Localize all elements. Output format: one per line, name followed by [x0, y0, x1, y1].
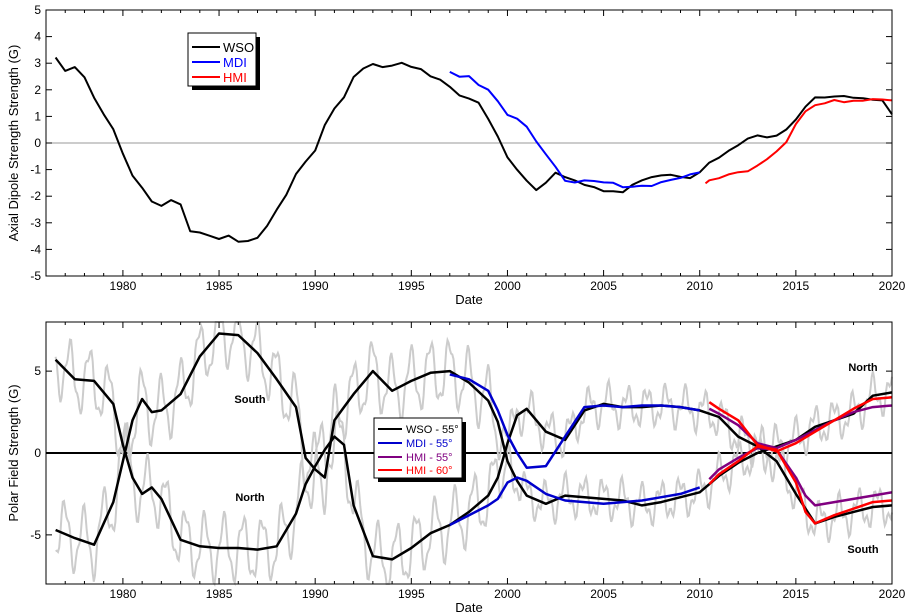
- y-tick-label: 0: [34, 136, 41, 150]
- raw-data-trace: [54, 338, 893, 587]
- y-tick-label: -1: [30, 163, 41, 177]
- y-tick-label: 5: [34, 3, 41, 17]
- x-tick-label: 1990: [302, 279, 329, 293]
- polar-field-x-axis-label: Date: [455, 600, 482, 613]
- polar-field-series-line: [449, 373, 700, 469]
- polar-field-panel: 1980 1985 1990 1995 2000 2005 2010 2015 2020 5 0 -5…: [6, 321, 906, 613]
- x-tick-label: 2015: [783, 587, 810, 601]
- x-tick-label: 1995: [398, 587, 425, 601]
- axial-dipole-panel: 1980 1985 1990 1995 2000 2005 2010 2015 2020 5 4 3 2…: [6, 3, 906, 307]
- polar-field-ticks: 1980 1985 1990 1995 2000 2005 2010 2015 2020 5 0 -5: [30, 322, 906, 601]
- x-tick-label: 2005: [590, 587, 617, 601]
- polar-field-legend: WSO - 55° MDI - 55° HMI - 55° HMI - 60°: [373, 417, 466, 482]
- y-tick-label: -2: [30, 189, 41, 203]
- axial-dipole-ticks: 1980 1985 1990 1995 2000 2005 2010 2015 2020 5 4 3 2…: [30, 3, 905, 293]
- polar-field-series-line: [708, 396, 893, 453]
- y-tick-label: -5: [30, 269, 41, 283]
- x-tick-label: 2020: [879, 587, 906, 601]
- x-tick-label: 2000: [494, 279, 521, 293]
- x-tick-label: 1980: [110, 279, 137, 293]
- legend-label-hmi: HMI: [223, 70, 247, 85]
- x-tick-label: 2000: [494, 587, 521, 601]
- polar-field-series-line: [708, 404, 893, 450]
- legend-label-hmi-55: HMI - 55°: [406, 452, 453, 464]
- x-tick-label: 1995: [398, 279, 425, 293]
- axial-dipole-series-line: [449, 71, 700, 189]
- axial-dipole-series-line: [704, 98, 893, 185]
- annotation-north-left: North: [235, 492, 265, 504]
- x-tick-label: 1980: [110, 587, 137, 601]
- y-tick-label: 4: [34, 30, 41, 44]
- polar-field-series-line: [708, 446, 893, 507]
- y-tick-label: 3: [34, 56, 41, 70]
- axial-dipole-legend: WSO MDI HMI: [187, 32, 260, 90]
- x-tick-label: 1990: [302, 587, 329, 601]
- annotation-north-right: North: [848, 362, 878, 374]
- x-tick-label: 2005: [590, 279, 617, 293]
- x-tick-label: 2010: [686, 587, 713, 601]
- y-tick-label: 5: [34, 364, 41, 378]
- y-tick-label: 0: [34, 446, 41, 460]
- legend-label-wso: WSO: [223, 40, 254, 55]
- axial-dipole-y-axis-label: Axial Dipole Strength Strength (G): [6, 45, 21, 242]
- axial-dipole-series-group: [54, 56, 893, 243]
- annotation-south-left: South: [234, 394, 265, 406]
- legend-label-mdi-55: MDI - 55°: [406, 438, 453, 450]
- legend-label-wso-55: WSO - 55°: [406, 424, 459, 436]
- x-tick-label: 2015: [783, 279, 810, 293]
- axial-dipole-x-axis-label: Date: [455, 292, 482, 307]
- polar-field-series-line: [449, 476, 701, 527]
- x-tick-label: 1985: [206, 587, 233, 601]
- y-tick-label: -4: [30, 242, 41, 256]
- y-tick-label: -5: [30, 528, 41, 542]
- annotation-south-right: South: [847, 544, 878, 556]
- legend-label-hmi-60: HMI - 60°: [406, 465, 453, 477]
- x-tick-label: 2020: [879, 279, 906, 293]
- y-tick-label: 1: [34, 109, 41, 123]
- polar-field-series-line: [55, 332, 893, 546]
- y-tick-label: 2: [34, 83, 41, 97]
- x-tick-label: 2010: [686, 279, 713, 293]
- polar-field-series-line: [708, 445, 893, 525]
- polar-field-y-axis-label: Polar Field Strength (G): [6, 384, 21, 521]
- y-tick-label: -3: [30, 216, 41, 230]
- axial-dipole-series-line: [54, 56, 893, 243]
- x-tick-label: 1985: [206, 279, 233, 293]
- polar-field-series-group: [54, 332, 893, 561]
- polar-field-series-line: [54, 358, 893, 561]
- legend-label-mdi: MDI: [223, 55, 247, 70]
